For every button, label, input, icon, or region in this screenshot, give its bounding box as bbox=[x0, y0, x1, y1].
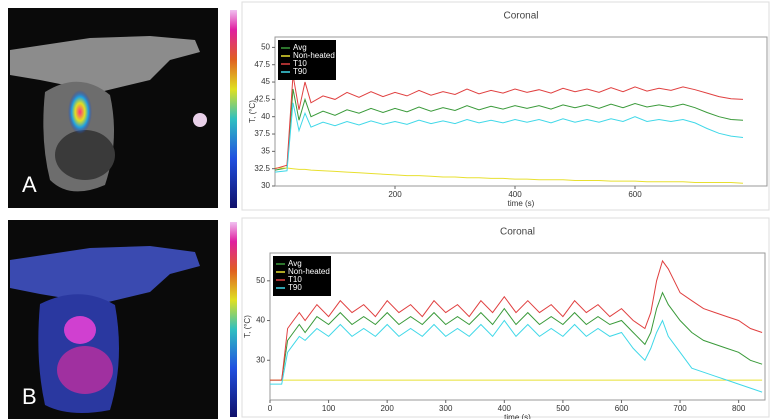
x-tick-label: 200 bbox=[380, 404, 394, 413]
x-tick-label: 200 bbox=[388, 190, 402, 199]
y-tick-label: 30 bbox=[261, 181, 270, 190]
legend-box bbox=[273, 256, 331, 296]
x-axis-label: time (s) bbox=[508, 199, 535, 208]
x-tick-label: 300 bbox=[439, 404, 453, 413]
y-tick-label: 37.5 bbox=[254, 129, 270, 138]
y-tick-label: 50 bbox=[256, 276, 265, 285]
x-tick-label: 400 bbox=[498, 404, 512, 413]
y-axis-label: T, (°C) bbox=[243, 315, 252, 338]
legend-entry: T90 bbox=[288, 283, 302, 292]
legend-entry: T90 bbox=[293, 67, 307, 76]
y-tick-label: 45 bbox=[261, 77, 270, 86]
y-tick-label: 42.5 bbox=[254, 94, 270, 103]
x-tick-label: 100 bbox=[322, 404, 336, 413]
y-tick-label: 50 bbox=[261, 43, 270, 52]
y-tick-label: 40 bbox=[256, 316, 265, 325]
series-line bbox=[274, 75, 744, 170]
x-tick-label: 800 bbox=[732, 404, 746, 413]
series-line bbox=[275, 167, 744, 184]
series-line bbox=[274, 102, 744, 173]
chart-title: Coronal bbox=[503, 11, 538, 22]
y-tick-label: 30 bbox=[256, 355, 265, 364]
x-tick-label: 400 bbox=[508, 190, 522, 199]
x-axis-label: time (s) bbox=[504, 413, 531, 419]
panel-label: B bbox=[22, 384, 37, 409]
mri-image-a bbox=[0, 0, 240, 212]
legend-entry: Avg bbox=[293, 43, 307, 52]
legend-entry: Non-heated bbox=[288, 267, 330, 276]
x-tick-label: 500 bbox=[556, 404, 570, 413]
plot-area bbox=[269, 252, 766, 401]
chart-title: Coronal bbox=[500, 227, 535, 238]
series-line bbox=[274, 88, 744, 171]
y-tick-label: 40 bbox=[261, 112, 270, 121]
y-tick-label: 32.5 bbox=[254, 164, 270, 173]
legend-box bbox=[278, 40, 336, 80]
legend-entry: Avg bbox=[288, 259, 302, 268]
legend-entry: T10 bbox=[288, 275, 302, 284]
series-line bbox=[270, 259, 763, 381]
y-tick-label: 35 bbox=[261, 146, 270, 155]
panel-label: A bbox=[22, 172, 37, 197]
y-tick-label: 47.5 bbox=[254, 60, 270, 69]
y-axis-label: T, (°C) bbox=[248, 100, 257, 123]
series-line bbox=[270, 291, 763, 381]
x-tick-label: 0 bbox=[268, 404, 273, 413]
mri-image-b bbox=[0, 214, 240, 419]
legend-entry: Non-heated bbox=[293, 51, 335, 60]
series-line bbox=[270, 319, 763, 393]
legend-entry: T10 bbox=[293, 59, 307, 68]
x-tick-label: 600 bbox=[615, 404, 629, 413]
x-tick-label: 600 bbox=[628, 190, 642, 199]
plot-area bbox=[274, 36, 768, 187]
x-tick-label: 700 bbox=[673, 404, 687, 413]
